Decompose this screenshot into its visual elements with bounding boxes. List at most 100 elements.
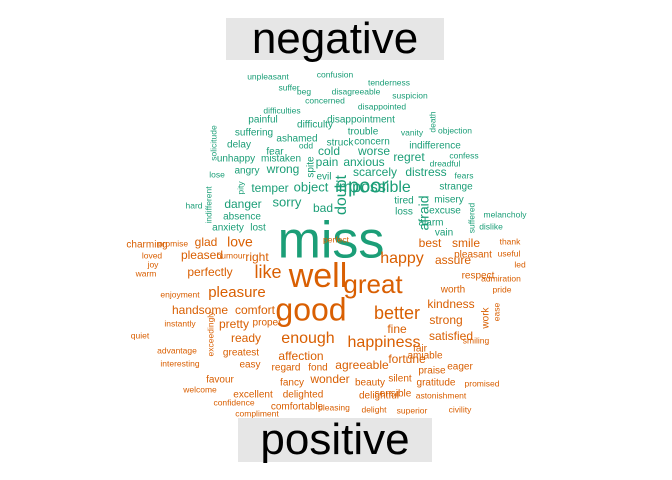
word-enjoyment: enjoyment: [160, 289, 200, 299]
word-hard: hard: [185, 200, 202, 210]
word-concern: concern: [354, 137, 390, 148]
word-praise: praise: [418, 366, 446, 377]
word-mistaken: mistaken: [261, 154, 301, 165]
word-pride: pride: [493, 284, 512, 294]
word-solicitude: solicitude: [208, 125, 218, 161]
word-fears: fears: [455, 170, 474, 180]
word-warm: warm: [135, 268, 157, 278]
word-delay: delay: [227, 140, 251, 151]
word-favour: favour: [206, 375, 234, 386]
word-kindness: kindness: [427, 297, 474, 311]
word-pleased: pleased: [181, 248, 223, 262]
word-sensible: sensible: [375, 389, 412, 400]
word-anxious: anxious: [343, 155, 384, 169]
word-trouble: trouble: [348, 127, 379, 138]
word-satisfied: satisfied: [429, 329, 473, 343]
word-suspicion: suspicion: [392, 90, 428, 100]
word-lost: lost: [250, 223, 266, 234]
word-painful: painful: [248, 115, 277, 126]
word-evil: evil: [316, 172, 331, 183]
word-instantly: instantly: [164, 318, 196, 328]
word-regret: regret: [393, 150, 425, 164]
word-agreeable: agreeable: [335, 358, 389, 372]
word-disappointed: disappointed: [358, 101, 406, 111]
word-ease: ease: [491, 303, 501, 322]
word-death: death: [427, 111, 437, 133]
word-proper: proper: [253, 318, 283, 329]
word-indifference: indifference: [409, 141, 461, 152]
word-object: object: [294, 179, 329, 194]
word-beg: beg: [297, 86, 311, 96]
word-right: right: [245, 250, 269, 264]
word-dislike: dislike: [479, 221, 503, 231]
group-label-negative: negative: [226, 17, 444, 61]
word-smile: smile: [452, 236, 480, 250]
word-pleasing: pleasing: [318, 402, 350, 412]
word-confusion: confusion: [317, 69, 354, 79]
word-spite: spite: [306, 156, 317, 178]
word-interesting: interesting: [160, 358, 199, 368]
word-suffered: suffered: [466, 202, 476, 233]
word-concerned: concerned: [305, 95, 345, 105]
word-great: great: [343, 269, 403, 299]
word-lose: lose: [209, 169, 225, 179]
word-handsome: handsome: [172, 303, 228, 317]
word-cold: cold: [318, 144, 340, 158]
word-worth: worth: [440, 285, 465, 296]
word-danger: danger: [224, 197, 261, 211]
word-loss: loss: [395, 207, 413, 218]
word-melancholy: melancholy: [484, 209, 528, 219]
word-suffer: suffer: [278, 82, 299, 92]
word-happiness: happiness: [348, 334, 421, 351]
word-scarcely: scarcely: [353, 165, 397, 179]
word-poor: poor: [348, 175, 388, 197]
word-dreadful: dreadful: [430, 158, 461, 168]
word-bad: bad: [313, 201, 333, 215]
word-disagreeable: disagreeable: [332, 86, 381, 96]
word-quiet: quiet: [131, 330, 150, 340]
word-humour: humour: [217, 250, 246, 260]
word-assure: assure: [435, 253, 471, 267]
word-glad: glad: [195, 235, 218, 249]
word-distress: distress: [405, 165, 446, 179]
word-absence: absence: [223, 212, 261, 223]
word-thank: thank: [500, 236, 522, 246]
word-miss: miss: [278, 212, 385, 270]
word-wonder: wonder: [309, 372, 349, 386]
word-exceedingly: exceedingly: [205, 311, 215, 357]
word-respect: respect: [462, 271, 495, 282]
word-promise: promise: [158, 238, 189, 248]
word-silent: silent: [388, 374, 412, 385]
word-promised: promised: [465, 378, 500, 388]
word-smiling: smiling: [463, 335, 490, 345]
word-indifferent: indifferent: [203, 186, 213, 224]
word-loved: loved: [142, 250, 163, 260]
word-perfectly: perfectly: [187, 265, 232, 279]
word-fancy: fancy: [280, 378, 304, 389]
word-excuse: excuse: [429, 206, 461, 217]
word-misery: misery: [434, 195, 463, 206]
word-tired: tired: [394, 196, 413, 207]
word-strong: strong: [429, 313, 462, 327]
word-affection: affection: [278, 349, 323, 363]
word-admiration: admiration: [481, 273, 521, 283]
word-like: like: [254, 262, 281, 282]
word-struck: struck: [327, 138, 355, 149]
word-enough: enough: [281, 330, 334, 347]
word-superior: superior: [397, 405, 428, 415]
word-wrong: wrong: [266, 162, 300, 176]
word-useful: useful: [498, 248, 521, 258]
word-pretty: pretty: [219, 317, 249, 331]
word-fortune: fortune: [388, 352, 426, 366]
word-strange: strange: [439, 182, 473, 193]
word-perfect: perfect: [323, 234, 350, 244]
word-impossible: impossible: [335, 179, 411, 196]
word-greatest: greatest: [223, 348, 259, 359]
word-eager: eager: [447, 362, 473, 373]
word-worse: worse: [357, 144, 390, 158]
word-astonishment: astonishment: [416, 390, 467, 400]
word-vanity: vanity: [401, 127, 424, 137]
word-odd: odd: [299, 140, 313, 150]
word-beauty: beauty: [355, 378, 385, 389]
